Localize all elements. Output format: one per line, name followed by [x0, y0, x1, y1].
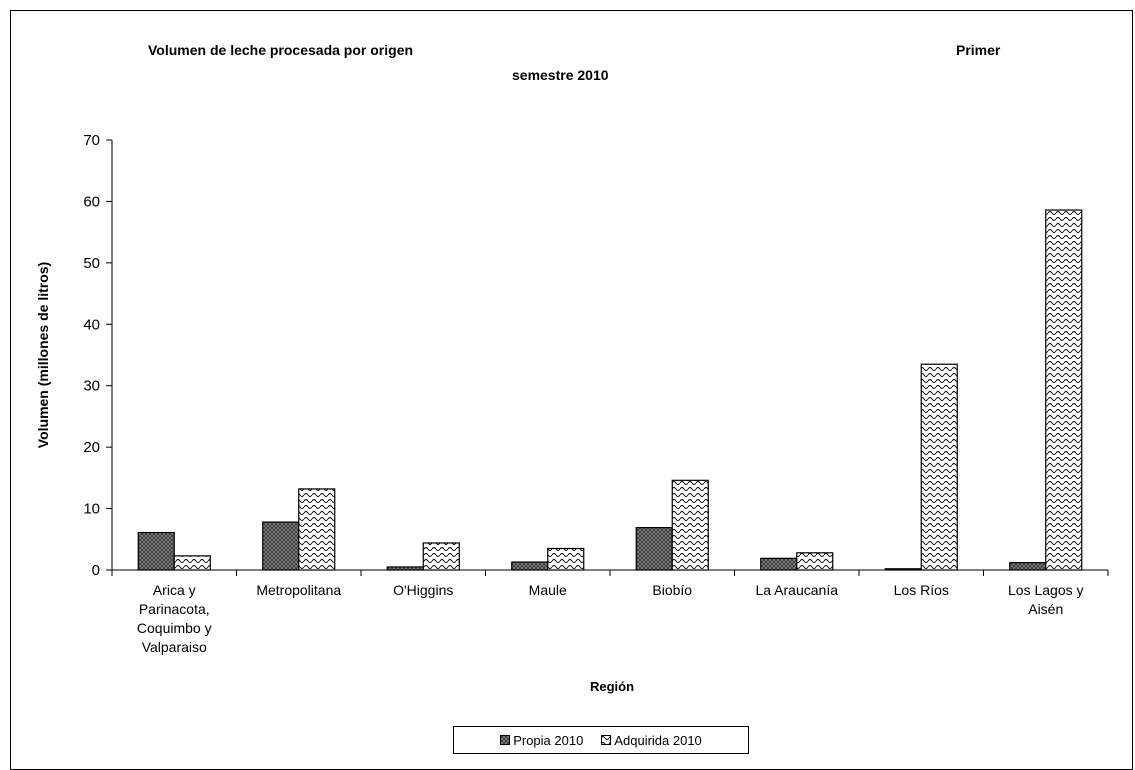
x-tick-label: Los Ríos	[894, 582, 949, 598]
bar-propia	[760, 557, 798, 571]
y-tick-label: 50	[83, 255, 100, 272]
legend-item-adquirida: Adquirida 2010	[601, 732, 702, 748]
x-tick-label: O'Higgins	[393, 582, 453, 598]
y-tick-label: 10	[83, 501, 100, 518]
bar-adquirida	[547, 547, 585, 571]
y-axis-label: Volumen (millones de litros)	[35, 262, 51, 448]
y-tick-label: 70	[83, 132, 100, 149]
bar-adquirida	[1045, 209, 1083, 571]
chart-title-right: Primer	[956, 42, 1001, 58]
x-tick-label: Metropolitana	[256, 582, 341, 598]
legend-item-propia: Propia 2010	[500, 733, 583, 748]
bar-propia	[511, 561, 549, 571]
y-tick-label: 40	[83, 316, 100, 333]
y-tick-label: 30	[83, 378, 100, 395]
legend-swatch-propia	[500, 735, 511, 745]
x-tick-label: Biobío	[652, 582, 692, 598]
bar-propia	[137, 531, 175, 571]
bar-propia	[1009, 562, 1047, 571]
x-tick-label: Maule	[529, 582, 567, 598]
chart-title-line1: Volumen de leche procesada por origen	[148, 42, 414, 58]
legend-label-adquirida: Adquirida 2010	[614, 732, 702, 748]
bar-propia	[635, 527, 673, 571]
x-axis-label: Región	[590, 679, 635, 694]
bar-adquirida	[671, 479, 709, 571]
bar-adquirida	[173, 555, 211, 571]
bar-propia	[884, 568, 922, 571]
legend-label-propia: Propia 2010	[513, 732, 584, 748]
y-tick-label: 20	[83, 439, 100, 456]
x-tick-label: La Araucanía	[755, 582, 838, 598]
bar-propia	[262, 521, 300, 571]
bar-adquirida	[298, 488, 336, 571]
bar-propia	[386, 566, 424, 571]
chart-title-line2: semestre 2010	[512, 67, 609, 83]
y-tick-label: 0	[92, 562, 100, 579]
bar-adquirida	[796, 552, 834, 571]
legend-swatch-adquirida	[601, 735, 612, 745]
x-tick-label: Arica y Parinacota, Coquimbo y Valparaiso	[137, 582, 212, 655]
bar-adquirida	[422, 542, 460, 571]
y-tick-label: 60	[83, 193, 100, 210]
legend: Propia 2010 Adquirida 2010	[453, 726, 749, 754]
x-tick-label: Los Lagos y Aisén	[1008, 582, 1084, 617]
bar-adquirida	[920, 363, 958, 571]
